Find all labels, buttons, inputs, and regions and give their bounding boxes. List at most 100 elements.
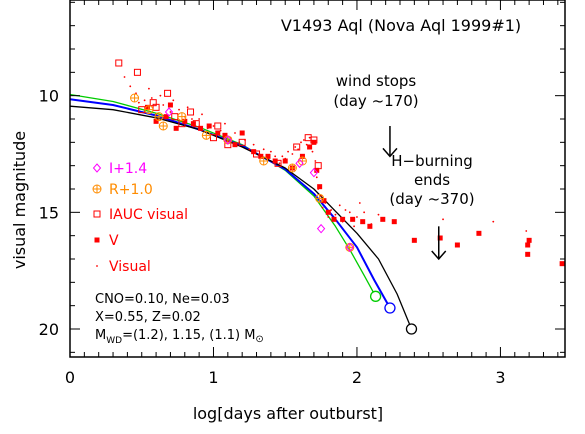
model-param-m: M [95, 328, 106, 343]
visual-dot [252, 143, 255, 146]
data-point-iauc-visual [238, 138, 246, 146]
model-param-mass-values: =(1.2), 1.15, (1.1) M [122, 328, 255, 343]
data-point-v [307, 144, 313, 150]
visual-dot [348, 211, 351, 214]
data-point-iauc-visual [152, 103, 160, 111]
data-point-iauc-visual [209, 134, 217, 142]
data-point-r-1-0-cross [345, 243, 354, 252]
visual-dot [212, 125, 215, 127]
visual-dot [137, 101, 140, 104]
data-point-v [331, 216, 337, 222]
visual-dot [363, 211, 366, 214]
data-point-v [317, 184, 323, 190]
visual-dot [302, 139, 305, 141]
model-curve [69, 98, 391, 309]
visual-dot [172, 99, 175, 102]
visual-dot [191, 118, 193, 120]
data-point-v [437, 235, 443, 241]
visual-dot [377, 213, 380, 216]
data-point-iauc-visual [314, 162, 322, 170]
data-point-r-1-0-cross [202, 131, 211, 140]
visual-dot [201, 113, 203, 116]
data-point-v [411, 237, 417, 243]
data-point-iauc-visual [253, 150, 261, 158]
data-point-v [222, 132, 228, 138]
data-point-v [163, 114, 169, 120]
data-point-iauc-visual [115, 59, 123, 67]
visual-dot [300, 141, 302, 144]
model-curve-end-marker [369, 290, 382, 302]
axes-frame [69, 0, 566, 358]
visual-dot [308, 136, 311, 139]
visual-dot [262, 148, 265, 151]
y-tick-label: 20 [39, 320, 59, 339]
visual-dot [344, 209, 347, 211]
x-axis-label: log[days after outburst] [193, 404, 383, 423]
data-point-iauc-visual [214, 122, 222, 130]
data-point-iauc-visual [310, 136, 318, 144]
data-point-r-1-0-cross [259, 157, 268, 165]
x-tick-label: 0 [65, 368, 75, 387]
y-tick-label: 15 [39, 203, 59, 222]
x-tick-label: 2 [352, 368, 362, 387]
visual-dot [353, 225, 355, 228]
data-point-i-1-4 [345, 242, 354, 253]
data-point-r-1-0-cross [288, 164, 297, 172]
data-point-v [265, 153, 271, 159]
annotation-h-burning-line1: H−burning [391, 152, 472, 170]
data-point-v [325, 209, 331, 215]
legend-marker [96, 265, 98, 267]
data-point-i-1-4 [223, 135, 232, 145]
data-point-r-1-0-cross [144, 105, 153, 114]
data-point-r-1-0-cross [223, 136, 232, 144]
data-point-r-1-0-cross [154, 112, 163, 121]
data-points [115, 59, 565, 267]
visual-dot [358, 202, 361, 204]
visual-dot [178, 108, 180, 111]
data-point-v [206, 123, 212, 129]
data-point-i-1-4 [309, 167, 319, 178]
visual-dot [311, 150, 314, 153]
visual-dot [315, 176, 318, 179]
data-point-v [258, 153, 264, 159]
annotation-wind-stops-line2: (day ~170) [333, 92, 418, 110]
visual-dot [294, 146, 297, 148]
legend-label-visual: Visual [109, 259, 151, 275]
x-tick-labels: 0 1 2 3 [65, 368, 506, 387]
data-point-v [215, 130, 221, 136]
visual-dot [148, 87, 150, 90]
data-point-v [525, 242, 531, 248]
visual-dot [123, 76, 126, 78]
data-point-r-1-0-cross [130, 94, 139, 102]
y-axis-label: visual magnitude [10, 131, 29, 269]
visual-dot [291, 153, 294, 155]
visual-dot [162, 104, 165, 106]
data-point-v [314, 167, 320, 173]
data-point-v [321, 198, 327, 204]
visual-dot [278, 162, 281, 165]
visual-dot [492, 220, 495, 223]
model-curve-end-marker [384, 302, 396, 314]
visual-dot [281, 155, 284, 158]
data-point-v [380, 216, 386, 222]
data-point-r-1-0-cross [315, 194, 324, 203]
legend-label-v: V [109, 233, 119, 249]
annotation-wind-stops-line1: wind stops [336, 72, 417, 90]
x-tick-label: 3 [495, 368, 505, 387]
data-point-v [350, 216, 356, 222]
sun-symbol: ⊙ [255, 334, 263, 345]
data-point-iauc-visual [187, 108, 195, 116]
y-tick-labels: 10 15 20 [39, 87, 59, 339]
legend-marker [92, 163, 102, 173]
data-point-v [282, 158, 288, 164]
model-param-line2: X=0.55, Z=0.02 [95, 310, 201, 325]
data-point-i-1-4 [316, 223, 326, 234]
data-point-iauc-visual [133, 68, 141, 76]
visual-dot [321, 206, 324, 209]
visual-dot [338, 204, 341, 207]
chart-title: V1493 Aql (Nova Aql 1999#1) [281, 16, 521, 35]
visual-dot [327, 216, 330, 218]
data-point-v [153, 118, 159, 124]
annotation-arrows [382, 126, 447, 261]
data-point-v [167, 102, 173, 108]
